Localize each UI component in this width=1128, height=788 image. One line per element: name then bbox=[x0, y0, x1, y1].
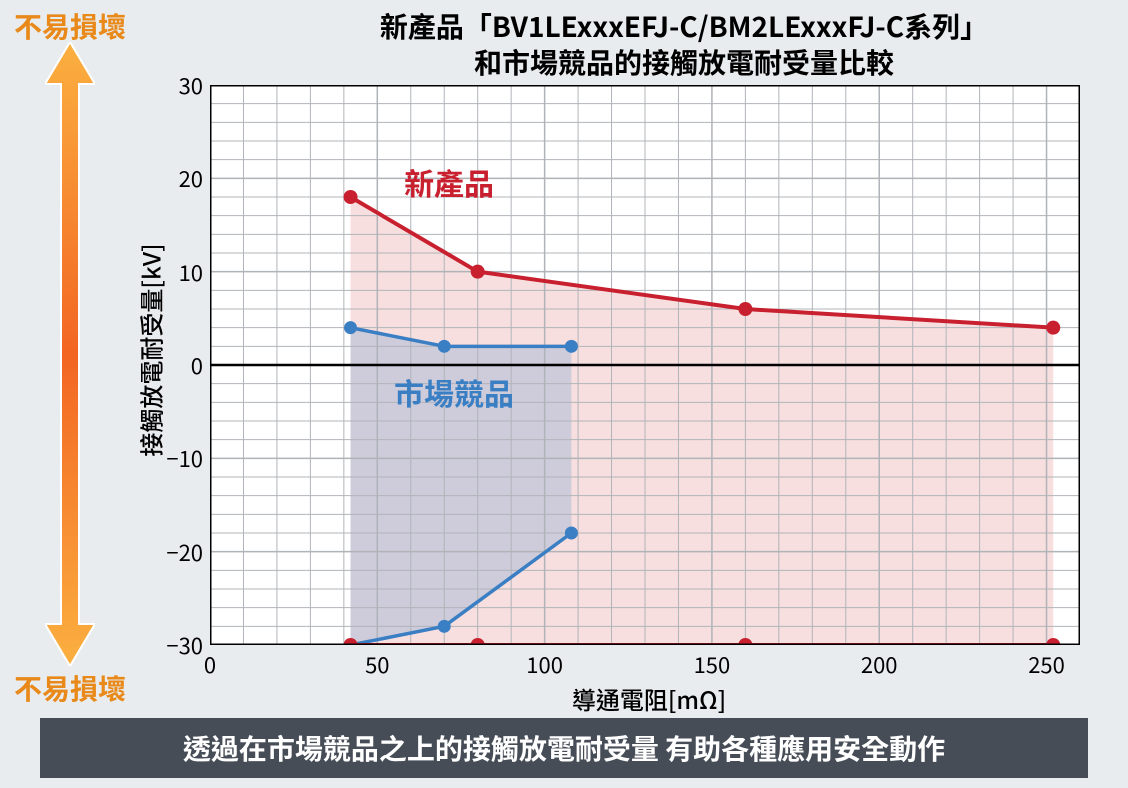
title-line-1: 新產品「BV1LExxxEFJ-C/BM2LExxxFJ-C系列」 bbox=[380, 6, 988, 46]
vertical-arrow-group: 不易損壞 不易損壞 bbox=[0, 0, 140, 700]
x-tick: 250 bbox=[1017, 648, 1077, 680]
arrow-top-label: 不易損壞 bbox=[0, 6, 140, 46]
chart-plot bbox=[210, 85, 1080, 645]
arrow-bottom-label: 不易損壞 bbox=[0, 668, 140, 708]
chart-title: 新產品「BV1LExxxEFJ-C/BM2LExxxFJ-C系列」 和市場競品的… bbox=[280, 8, 1088, 81]
double-arrow-icon bbox=[45, 42, 95, 666]
caption-bar: 透過在市場競品之上的接觸放電耐受量 有助各種應用安全動作 bbox=[40, 718, 1088, 778]
series-label-competitor: 市場競品 bbox=[394, 370, 514, 414]
x-tick: 100 bbox=[515, 648, 575, 680]
y-tick: 30 bbox=[163, 69, 203, 101]
series-label-new: 新產品 bbox=[404, 160, 494, 204]
y-tick: −20 bbox=[163, 536, 203, 568]
y-tick: 20 bbox=[163, 162, 203, 194]
chart-container: 新產品「BV1LExxxEFJ-C/BM2LExxxFJ-C系列」 和市場競品的… bbox=[0, 0, 1128, 788]
y-tick: 0 bbox=[163, 349, 203, 381]
x-tick: 150 bbox=[682, 648, 742, 680]
title-line-2: 和市場競品的接觸放電耐受量比較 bbox=[474, 42, 894, 82]
x-tick: 0 bbox=[180, 648, 240, 680]
x-tick: 200 bbox=[849, 648, 909, 680]
y-tick: −10 bbox=[163, 442, 203, 474]
x-tick: 50 bbox=[347, 648, 407, 680]
x-axis-label: 導通電阻[mΩ] bbox=[210, 681, 1088, 716]
y-tick: 10 bbox=[163, 256, 203, 288]
